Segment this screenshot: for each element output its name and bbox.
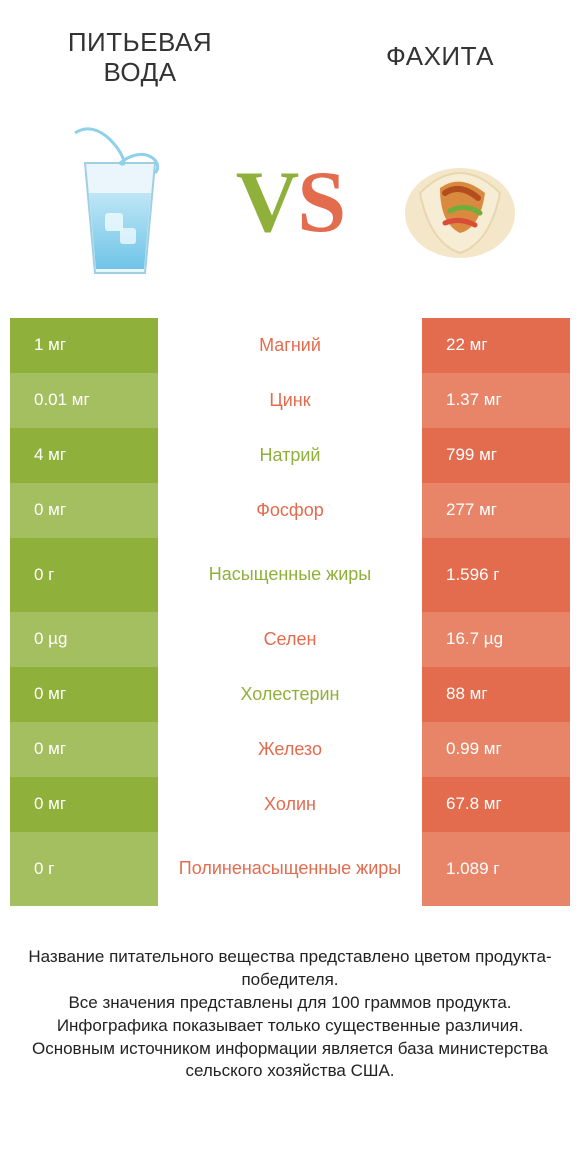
value-left: 0 г — [10, 538, 158, 612]
vs-v: V — [236, 154, 298, 251]
hero-row: VS — [0, 98, 580, 318]
table-row: 0 мгЖелезо0.99 мг — [10, 722, 570, 777]
nutrient-label: Натрий — [158, 428, 422, 483]
value-right: 16.7 µg — [422, 612, 570, 667]
nutrient-label: Цинк — [158, 373, 422, 428]
footer-notes: Название питательного вещества представл… — [0, 906, 580, 1084]
comparison-table: 1 мгМагний22 мг0.01 мгЦинк1.37 мг4 мгНат… — [10, 318, 570, 906]
value-right: 1.089 г — [422, 832, 570, 906]
nutrient-label: Полиненасыщенные жиры — [158, 832, 422, 906]
value-right: 277 мг — [422, 483, 570, 538]
nutrient-label: Холестерин — [158, 667, 422, 722]
value-right: 0.99 мг — [422, 722, 570, 777]
table-row: 4 мгНатрий799 мг — [10, 428, 570, 483]
fajita-wrap-icon — [390, 118, 530, 288]
value-left: 4 мг — [10, 428, 158, 483]
nutrient-label: Холин — [158, 777, 422, 832]
table-row: 0 мгХолестерин88 мг — [10, 667, 570, 722]
value-left: 0 мг — [10, 483, 158, 538]
table-row: 0 µgСелен16.7 µg — [10, 612, 570, 667]
value-left: 0 мг — [10, 722, 158, 777]
table-row: 0.01 мгЦинк1.37 мг — [10, 373, 570, 428]
table-row: 1 мгМагний22 мг — [10, 318, 570, 373]
value-right: 22 мг — [422, 318, 570, 373]
value-right: 1.37 мг — [422, 373, 570, 428]
value-right: 799 мг — [422, 428, 570, 483]
value-left: 1 мг — [10, 318, 158, 373]
nutrient-label: Железо — [158, 722, 422, 777]
table-row: 0 мгХолин67.8 мг — [10, 777, 570, 832]
table-row: 0 гПолиненасыщенные жиры1.089 г — [10, 832, 570, 906]
value-right: 67.8 мг — [422, 777, 570, 832]
nutrient-label: Селен — [158, 612, 422, 667]
footer-line: Все значения представлены для 100 граммо… — [28, 992, 552, 1015]
vs-s: S — [297, 154, 344, 251]
value-left: 0 мг — [10, 777, 158, 832]
nutrient-label: Фосфор — [158, 483, 422, 538]
table-row: 0 гНасыщенные жиры1.596 г — [10, 538, 570, 612]
value-left: 0.01 мг — [10, 373, 158, 428]
vs-label: VS — [236, 152, 345, 253]
nutrient-label: Насыщенные жиры — [158, 538, 422, 612]
value-right: 1.596 г — [422, 538, 570, 612]
footer-line: Название питательного вещества представл… — [28, 946, 552, 992]
product-left-title: ПИТЬЕВАЯ ВОДА — [40, 28, 240, 88]
value-left: 0 µg — [10, 612, 158, 667]
product-right-title: ФАХИТА — [340, 42, 540, 72]
footer-line: Основным источником информации является … — [28, 1038, 552, 1084]
water-glass-icon — [50, 118, 190, 288]
table-row: 0 мгФосфор277 мг — [10, 483, 570, 538]
value-right: 88 мг — [422, 667, 570, 722]
value-left: 0 мг — [10, 667, 158, 722]
nutrient-label: Магний — [158, 318, 422, 373]
value-left: 0 г — [10, 832, 158, 906]
footer-line: Инфографика показывает только существенн… — [28, 1015, 552, 1038]
